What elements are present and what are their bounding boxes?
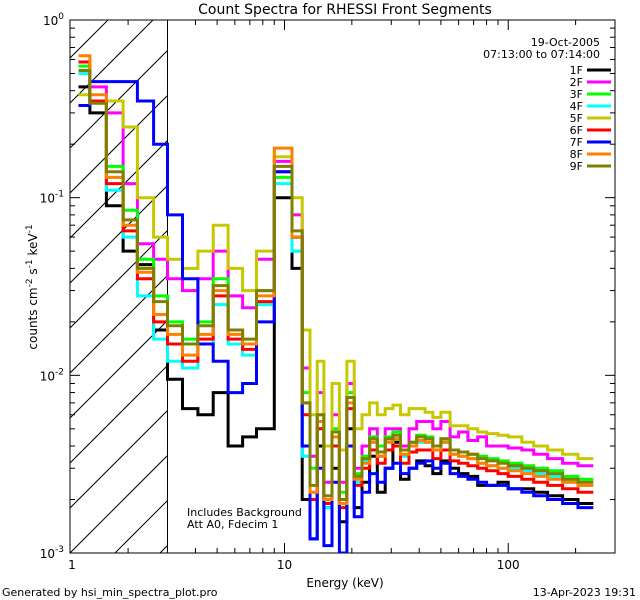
y-axis-ticks: 100 10-1 10-2 10-3 [40,12,615,561]
y-tick-label: 10-2 [40,367,64,383]
hatch-line [385,20,640,553]
legend-label-5f: 5F [570,112,583,125]
series-line-3f [78,64,594,501]
legend-label-3f: 3F [570,88,583,101]
hatch-line [70,49,168,149]
hatch-line [70,454,168,553]
y-tick-label: 10-3 [40,545,64,561]
legend-date: 19-Oct-2005 [531,36,600,49]
data-series-group [78,54,594,553]
footer-timestamp: 13-Apr-2023 19:31 [533,586,636,599]
series-line-6f [78,60,594,510]
legend-label-6f: 6F [570,124,583,137]
annotation-background: Includes Background [187,506,302,519]
legend: 19-Oct-2005 07:13:00 to 07:14:00 1F2F3F4… [483,36,611,173]
x-axis-ticks: 1 10 100 [68,20,616,572]
y-tick-label: 10-1 [40,190,64,206]
y-axis-label: counts cm-2 s-1 keV-1 [25,224,40,349]
legend-label-8f: 8F [570,148,583,161]
x-axis-label: Energy (keV) [306,576,383,590]
series-line-7f [78,80,594,553]
x-tick-label: 10 [277,558,292,572]
svg-text:10-1: 10-1 [40,190,64,206]
legend-label-2f: 2F [570,76,583,89]
svg-text:10-2: 10-2 [40,367,64,383]
legend-label-1f: 1F [570,64,583,77]
series-line-2f [78,72,594,484]
x-tick-label: 100 [497,558,520,572]
hatch-line [70,409,168,509]
annotation-attenuator: Att A0, Fdecim 1 [187,518,278,531]
legend-time-range: 07:13:00 to 07:14:00 [483,48,600,61]
series-line-9f [78,69,594,501]
hatch-line [70,184,168,284]
legend-label-9f: 9F [570,160,583,173]
series-line-1f [78,85,594,541]
series-line-5f [78,93,594,461]
legend-label-7f: 7F [570,136,583,149]
hatch-line [70,274,168,374]
chart-title: Count Spectra for RHESSI Front Segments [198,2,492,18]
footer-generator: Generated by hsi_min_spectra_plot.pro [2,586,218,599]
x-tick-label: 1 [68,558,76,572]
hatch-line [70,20,154,104]
svg-text:100: 100 [43,12,64,28]
hatch-line [70,229,168,329]
y-tick-label: 100 [43,12,64,28]
legend-label-4f: 4F [570,100,583,113]
svg-text:10-3: 10-3 [40,545,64,561]
